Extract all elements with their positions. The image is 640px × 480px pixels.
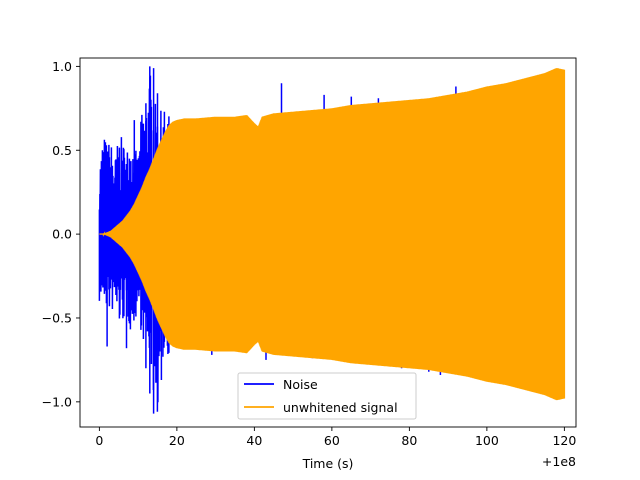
x-tick-label: 80 [401, 433, 417, 448]
x-axis: 0 20 40 60 80 100 120 [95, 427, 576, 448]
legend-box [237, 372, 417, 420]
x-offset-label: +1e8 [542, 454, 576, 469]
x-axis-label: Time (s) [302, 456, 354, 471]
x-tick-label: 20 [169, 433, 185, 448]
y-tick-label: −0.5 [42, 310, 72, 325]
x-tick-label: 60 [324, 433, 340, 448]
y-tick-label: 1.0 [52, 59, 72, 74]
y-axis: −1.0 −0.5 0.0 0.5 1.0 [42, 59, 80, 409]
y-tick-label: 0.5 [52, 143, 72, 158]
legend-label-unwhitened-signal: unwhitened signal [283, 400, 398, 415]
x-tick-label: 100 [475, 433, 499, 448]
y-tick-label: −1.0 [42, 394, 72, 409]
y-tick-label: 0.0 [52, 227, 72, 242]
x-tick-label: 40 [246, 433, 262, 448]
plot-frame [79, 57, 577, 428]
x-tick-label: 120 [552, 433, 576, 448]
series-layer [98, 66, 566, 414]
legend-label-noise: Noise [283, 377, 318, 392]
x-tick-label: 0 [95, 433, 103, 448]
legend: Noise unwhitened signal [237, 372, 417, 420]
unwhitened-signal-line [99, 68, 566, 401]
